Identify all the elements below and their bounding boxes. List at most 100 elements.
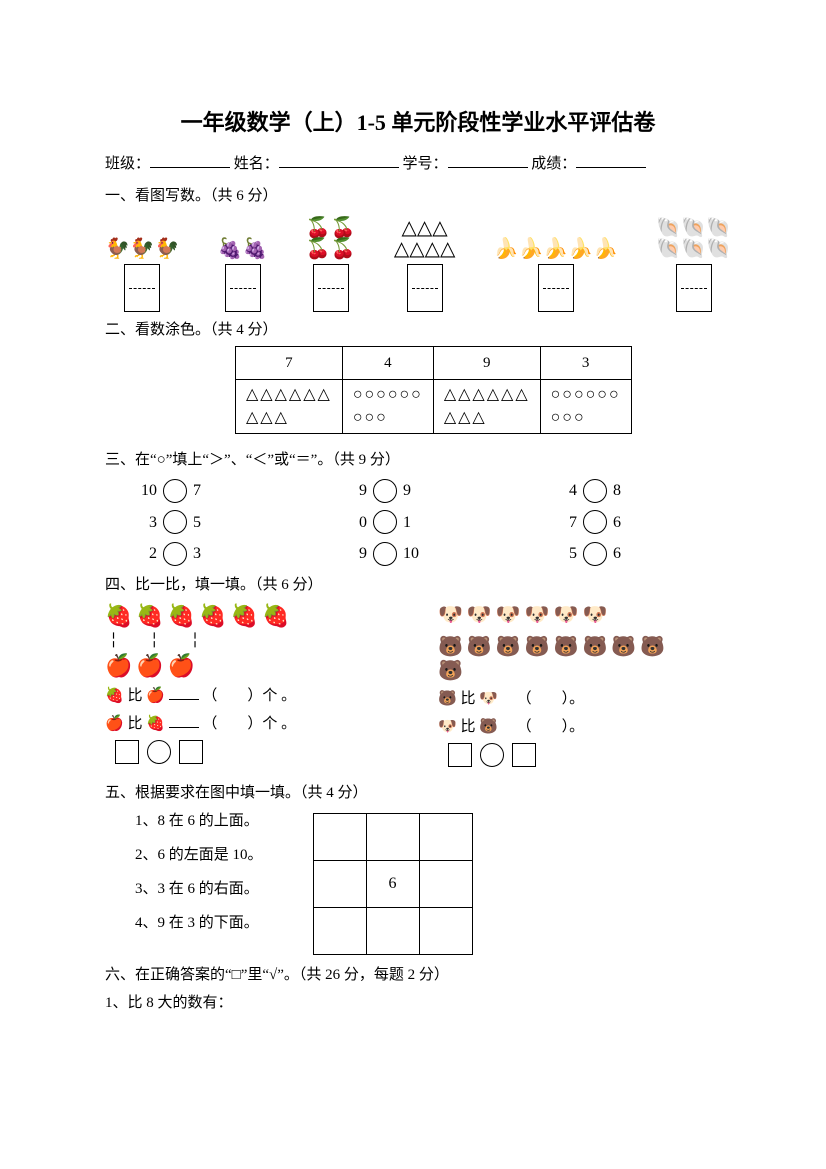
strawberry-row: 🍓🍓🍓🍓🍓🍓 <box>105 603 398 629</box>
q2-header: 9 <box>433 347 540 380</box>
answer-box[interactable] <box>313 264 349 312</box>
compare-circle[interactable] <box>163 510 187 534</box>
q1-item: 🍇🍇 <box>218 212 268 312</box>
q1-picture: 🍇🍇 <box>218 212 268 260</box>
q3-grid: 10799483501762391056 <box>135 478 731 567</box>
q1-item: 🐓🐓🐓 <box>105 212 180 312</box>
compare-item: 910 <box>345 541 465 567</box>
compare-circle[interactable] <box>163 542 187 566</box>
q1-item: △△△△△△△ <box>394 212 456 312</box>
compare-item: 01 <box>345 510 465 536</box>
compare-circle[interactable] <box>583 510 607 534</box>
q1-picture: 🍌🍌🍌🍌🍌 <box>494 212 619 260</box>
q1-picture: 🐓🐓🐓 <box>105 212 180 260</box>
q5-grid: 6 <box>313 813 473 955</box>
grid-cell[interactable] <box>313 813 366 860</box>
shape-row-left <box>115 740 203 764</box>
q4-left: 🍓🍓🍓🍓🍓🍓 ╎ ╎ ╎ 🍎🍎🍎 🍓 比 🍎 （ ）个 。 🍎 比 🍓 （ ）个… <box>105 603 398 775</box>
compare-item: 48 <box>555 478 675 504</box>
compare-circle[interactable] <box>583 542 607 566</box>
q2-shapes[interactable]: ○○○○○○○○○ <box>342 380 433 434</box>
square-icon[interactable] <box>115 740 139 764</box>
shape-row-right <box>448 743 536 767</box>
q4-left-line1: 🍓 比 🍎 （ ）个 。 <box>105 684 398 708</box>
q2-header: 7 <box>236 347 343 380</box>
grid-cell[interactable] <box>419 907 472 954</box>
grid-cell[interactable] <box>366 907 419 954</box>
compare-item: 99 <box>345 478 465 504</box>
q4-container: 🍓🍓🍓🍓🍓🍓 ╎ ╎ ╎ 🍎🍎🍎 🍓 比 🍎 （ ）个 。 🍎 比 🍓 （ ）个… <box>105 603 731 775</box>
q1-heading: 一、看图写数。（共 6 分） <box>105 184 731 208</box>
answer-box[interactable] <box>676 264 712 312</box>
q1-item: 🍌🍌🍌🍌🍌 <box>494 212 619 312</box>
grid-cell[interactable] <box>419 860 472 907</box>
q5-item: 1、8 在 6 的上面。 <box>135 809 263 833</box>
q1-picture: △△△△△△△ <box>394 212 456 260</box>
grid-cell[interactable] <box>366 813 419 860</box>
q2-shapes[interactable]: △△△△△△△△△ <box>433 380 540 434</box>
q5-heading: 五、根据要求在图中填一填。（共 4 分） <box>105 781 731 805</box>
square-icon[interactable] <box>179 740 203 764</box>
compare-circle[interactable] <box>583 479 607 503</box>
compare-item: 76 <box>555 510 675 536</box>
dash-lines: ╎ ╎ ╎ <box>109 629 398 653</box>
circle-icon[interactable] <box>147 740 171 764</box>
q1-row: 🐓🐓🐓 🍇🍇 🍒🍒🍒🍒 △△△△△△△ 🍌🍌🍌🍌🍌 🐚🐚🐚🐚🐚🐚 <box>105 212 731 312</box>
q6-sub1: 1、比 8 大的数有： <box>105 991 731 1015</box>
grid-cell-center: 6 <box>366 860 419 907</box>
student-info: 班级： 姓名： 学号： 成绩： <box>105 152 731 176</box>
compare-circle[interactable] <box>373 510 397 534</box>
name-blank[interactable] <box>279 152 399 168</box>
apple-row: 🍎🍎🍎 <box>105 653 398 679</box>
q2-heading: 二、看数涂色。（共 4 分） <box>105 318 731 342</box>
q2-header: 3 <box>540 347 631 380</box>
q2-header: 4 <box>342 347 433 380</box>
q4-left-line2: 🍎 比 🍓 （ ）个 。 <box>105 712 398 736</box>
compare-item: 35 <box>135 510 255 536</box>
class-blank[interactable] <box>150 152 230 168</box>
circle-icon[interactable] <box>480 743 504 767</box>
page-title: 一年级数学（上）1-5 单元阶段性学业水平评估卷 <box>105 105 731 140</box>
blank[interactable] <box>169 712 199 728</box>
class-label: 班级： <box>105 152 150 176</box>
bear-row: 🐻🐻🐻🐻🐻🐻🐻🐻 <box>438 635 731 659</box>
q2-shapes[interactable]: △△△△△△△△△ <box>236 380 343 434</box>
grid-cell[interactable] <box>313 860 366 907</box>
q5-item: 2、6 的左面是 10。 <box>135 843 263 867</box>
q2-table: 7493 △△△△△△△△△○○○○○○○○○△△△△△△△△△○○○○○○○○… <box>235 346 632 434</box>
compare-circle[interactable] <box>373 542 397 566</box>
score-label: 成绩： <box>531 152 576 176</box>
q5-item: 3、3 在 6 的右面。 <box>135 877 263 901</box>
blank[interactable] <box>169 684 199 700</box>
square-icon[interactable] <box>448 743 472 767</box>
compare-item: 23 <box>135 541 255 567</box>
q6-heading: 六、在正确答案的“□”里“√”。（共 26 分，每题 2 分） <box>105 963 731 987</box>
grid-cell[interactable] <box>419 813 472 860</box>
square-icon[interactable] <box>512 743 536 767</box>
compare-item: 56 <box>555 541 675 567</box>
grid-cell[interactable] <box>313 907 366 954</box>
q1-picture: 🐚🐚🐚🐚🐚🐚 <box>656 212 731 260</box>
q1-item: 🍒🍒🍒🍒 <box>306 212 356 312</box>
bear-row-2: 🐻 <box>438 659 731 683</box>
compare-circle[interactable] <box>373 479 397 503</box>
answer-box[interactable] <box>538 264 574 312</box>
q3-heading: 三、在“○”填上“＞”、“＜”或“＝”。（共 9 分） <box>105 448 731 472</box>
answer-box[interactable] <box>225 264 261 312</box>
q5-item: 4、9 在 3 的下面。 <box>135 911 263 935</box>
answer-box[interactable] <box>124 264 160 312</box>
q4-right-line2: 🐶 比 🐻 （ ）。 <box>438 715 731 739</box>
q1-picture: 🍒🍒🍒🍒 <box>306 212 356 260</box>
q4-right-line1: 🐻 比 🐶 （ ）。 <box>438 687 731 711</box>
id-label: 学号： <box>403 152 448 176</box>
compare-circle[interactable] <box>163 479 187 503</box>
q2-shapes[interactable]: ○○○○○○○○○ <box>540 380 631 434</box>
answer-box[interactable] <box>407 264 443 312</box>
q1-item: 🐚🐚🐚🐚🐚🐚 <box>656 212 731 312</box>
score-blank[interactable] <box>576 152 646 168</box>
q5-container: 1、8 在 6 的上面。 2、6 的左面是 10。 3、3 在 6 的右面。 4、9 … <box>105 809 731 955</box>
q5-list: 1、8 在 6 的上面。 2、6 的左面是 10。 3、3 在 6 的右面。 4、9 … <box>135 809 263 955</box>
id-blank[interactable] <box>448 152 528 168</box>
q4-right: 🐶🐶🐶🐶🐶🐶 🐻🐻🐻🐻🐻🐻🐻🐻 🐻 🐻 比 🐶 （ ）。 🐶 比 🐻 （ ）。 <box>438 603 731 775</box>
name-label: 姓名： <box>234 152 279 176</box>
